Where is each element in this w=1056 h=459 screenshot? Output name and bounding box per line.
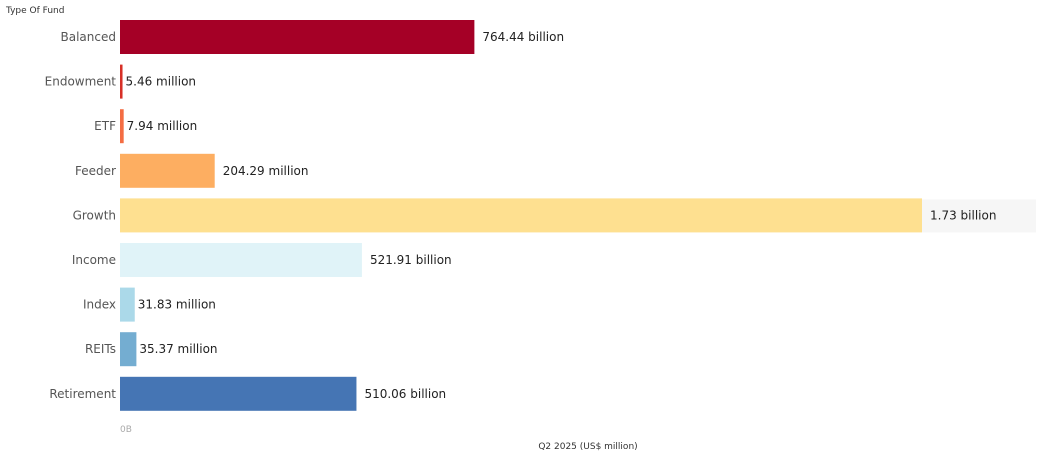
- data-label: 764.44 billion: [482, 30, 564, 44]
- category-label: Retirement: [49, 387, 116, 401]
- bar: [120, 20, 475, 54]
- bar: [120, 287, 135, 322]
- highlight-box: [922, 199, 1036, 233]
- bar: [120, 153, 215, 188]
- bar: [120, 332, 137, 367]
- x-axis-title: Q2 2025 (US$ million): [538, 442, 637, 452]
- data-label: 521.91 billion: [370, 253, 452, 267]
- data-label: 7.94 million: [127, 119, 198, 133]
- category-label: Endowment: [45, 75, 117, 89]
- category-label: Index: [83, 298, 116, 312]
- data-label: 31.83 million: [138, 298, 216, 312]
- bar: [120, 376, 357, 411]
- data-label: 204.29 million: [223, 164, 309, 178]
- category-label: Balanced: [61, 30, 116, 44]
- category-label: Growth: [73, 208, 116, 222]
- bar: [120, 198, 922, 233]
- category-label: Feeder: [75, 164, 116, 178]
- category-label: REITs: [85, 342, 116, 356]
- category-label: Income: [72, 253, 116, 267]
- data-label: 35.37 million: [139, 342, 217, 356]
- bar: [120, 109, 124, 144]
- bar: [120, 64, 123, 99]
- category-label: ETF: [94, 119, 116, 133]
- row-header: Type Of Fund: [5, 6, 64, 16]
- data-label: 1.73 billion: [930, 208, 996, 222]
- x-tick-label: 0B: [120, 425, 132, 435]
- data-label: 5.46 million: [126, 75, 197, 89]
- data-label: 510.06 billion: [364, 387, 446, 401]
- bar: [120, 243, 362, 277]
